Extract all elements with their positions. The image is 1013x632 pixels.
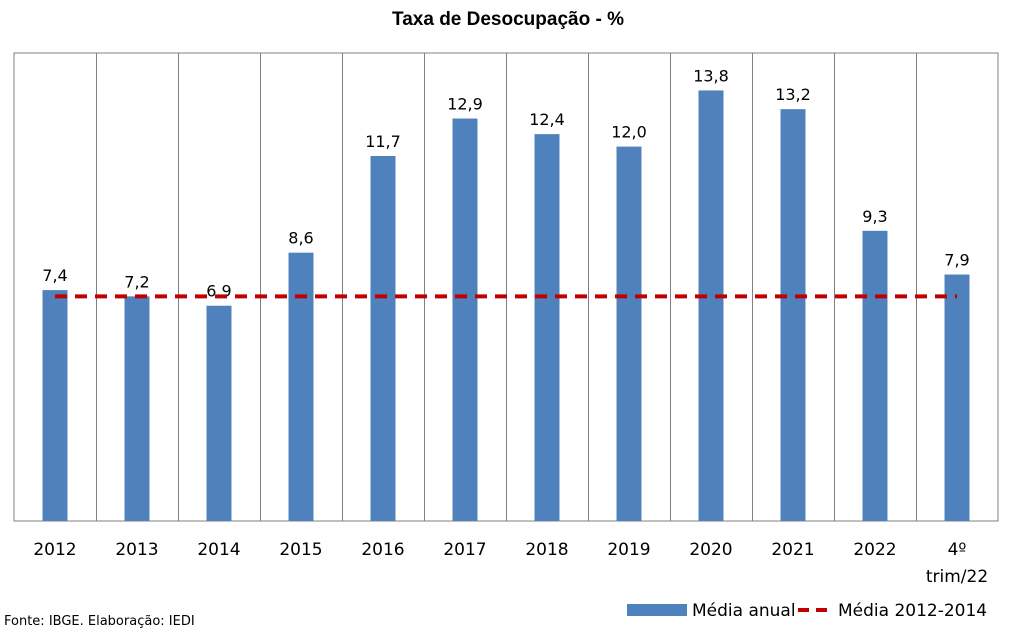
x-tick-5: 2017 [443,540,486,560]
bar-10 [862,230,888,521]
x-tick-7: 2019 [607,540,650,560]
bar-0 [42,290,68,521]
data-label-7: 12,0 [611,123,647,142]
data-label-6: 12,4 [529,110,565,129]
bar-6 [534,134,560,521]
bar-9 [780,109,806,521]
legend-label-bar: Média anual [692,601,796,621]
data-label-0: 7,4 [42,266,67,285]
data-label-3: 8,6 [288,229,313,248]
data-label-4: 11,7 [365,132,401,151]
x-tick-8: 2020 [689,540,732,560]
x-tick-3: 2015 [279,540,322,560]
bar-11 [944,274,970,521]
legend-label-line: Média 2012-2014 [838,601,987,621]
x-tick-10: 2022 [853,540,896,560]
bar-4 [370,155,396,521]
plot-area: 7,420127,220136,920148,6201511,7201612,9… [13,52,999,587]
data-label-10: 9,3 [862,207,887,226]
source-note: Fonte: IBGE. Elaboração: IEDI [4,614,195,629]
data-label-5: 12,9 [447,95,483,114]
x-tick-6: 2018 [525,540,568,560]
bar-2 [206,305,232,521]
bar-8 [698,90,724,521]
bar-7 [616,146,642,521]
x-tick-11: 4º trim/22 [926,540,988,587]
chart-title: Taxa de Desocupação - % [392,9,624,30]
bar-5 [452,118,478,522]
data-label-8: 13,8 [693,66,729,85]
x-tick-9: 2021 [771,540,814,560]
x-tick-1: 2013 [115,540,158,560]
bar-3 [288,252,314,521]
legend: Média anual Média 2012-2014 [627,601,987,621]
legend-swatch-bar [627,604,687,616]
data-label-11: 7,9 [944,251,969,270]
data-label-1: 7,2 [124,272,149,291]
bar-1 [124,296,150,521]
x-tick-4: 2016 [361,540,404,560]
data-label-9: 13,2 [775,85,811,104]
x-tick-0: 2012 [33,540,76,560]
x-tick-2: 2014 [197,540,240,560]
